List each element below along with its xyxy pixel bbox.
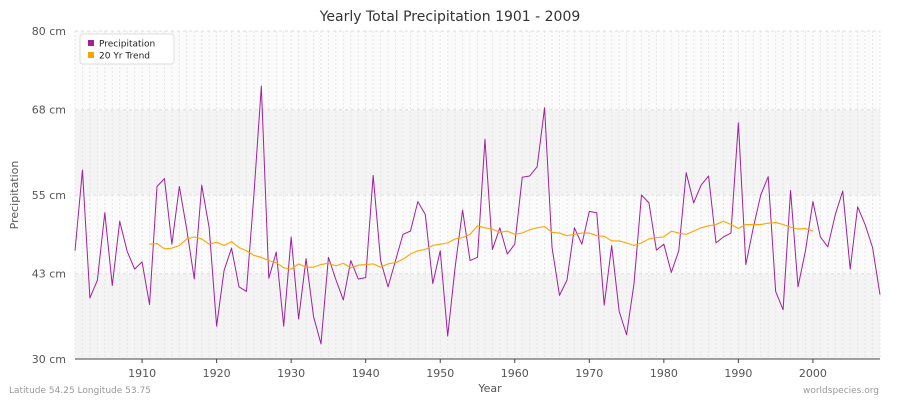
precipitation-line bbox=[74, 85, 881, 345]
footer-coordinates: Latitude 54.25 Longitude 53.75 bbox=[9, 386, 151, 396]
y-tick-labels: 30 cm 43 cm 55 cm 68 cm 80 cm bbox=[32, 25, 66, 366]
footer-source: worldspecies.org bbox=[803, 386, 879, 396]
x-tick-label: 1960 bbox=[501, 367, 529, 380]
legend-label-precipitation: Precipitation bbox=[99, 40, 155, 50]
legend: Precipitation 20 Yr Trend bbox=[79, 33, 175, 65]
x-axis-label: Year bbox=[477, 382, 502, 395]
legend-swatch-trend bbox=[88, 52, 94, 58]
plot-band bbox=[75, 31, 880, 110]
x-tick-label: 1990 bbox=[724, 367, 752, 380]
legend-swatch-precipitation bbox=[88, 40, 94, 46]
legend-box bbox=[79, 33, 175, 65]
x-tick-label: 1950 bbox=[426, 367, 454, 380]
series-precipitation bbox=[74, 85, 881, 345]
grid-lines bbox=[74, 30, 881, 360]
y-tick-label: 68 cm bbox=[32, 104, 66, 117]
legend-label-trend: 20 Yr Trend bbox=[99, 52, 150, 62]
x-tick-label: 1920 bbox=[203, 367, 231, 380]
y-tick-label: 30 cm bbox=[32, 353, 66, 366]
x-tick-label: 1940 bbox=[352, 367, 380, 380]
x-tick-label: 1970 bbox=[575, 367, 603, 380]
x-tick-label: 1980 bbox=[650, 367, 678, 380]
x-tick-label: 1930 bbox=[277, 367, 305, 380]
series-trend bbox=[149, 220, 814, 270]
y-tick-label: 80 cm bbox=[32, 25, 66, 38]
y-axis-label: Precipitation bbox=[8, 161, 21, 230]
y-tick-label: 55 cm bbox=[32, 189, 66, 202]
trend-line bbox=[149, 220, 814, 270]
x-tick-label: 1910 bbox=[128, 367, 156, 380]
y-tick-label: 43 cm bbox=[32, 268, 66, 281]
chart-title: Yearly Total Precipitation 1901 - 2009 bbox=[319, 9, 581, 25]
series-layer bbox=[74, 85, 881, 345]
x-tick-labels: 1910 1920 1930 1940 1950 1960 1970 1980 1990 2000 bbox=[128, 359, 827, 380]
x-tick-label: 2000 bbox=[799, 367, 827, 380]
